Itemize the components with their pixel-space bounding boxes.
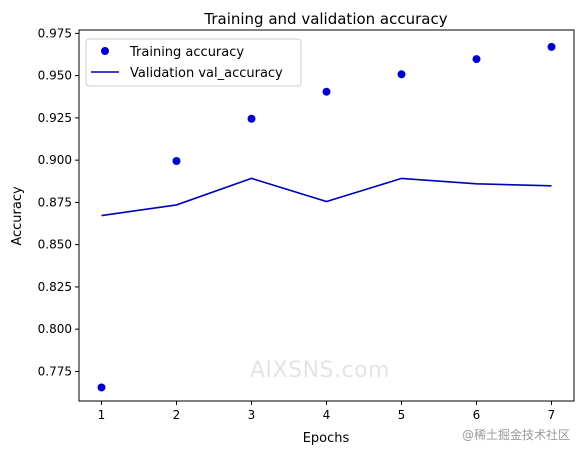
y-tick-label: 0.900 <box>38 153 72 167</box>
legend: Training accuracy Validation val_accurac… <box>85 38 302 87</box>
y-tick-label: 0.850 <box>38 238 72 252</box>
x-tick-label: 2 <box>173 408 181 422</box>
y-tick-label: 0.875 <box>38 195 72 209</box>
legend-box <box>85 38 302 87</box>
series-layer <box>97 42 556 392</box>
x-tick-label: 1 <box>98 408 106 422</box>
training-accuracy-point <box>172 156 181 165</box>
y-tick-label: 0.975 <box>38 26 72 40</box>
legend-label-training: Training accuracy <box>129 45 244 60</box>
x-tick-label: 5 <box>398 408 406 422</box>
x-tick-label: 3 <box>248 408 256 422</box>
legend-marker-training <box>101 47 109 55</box>
y-tick-label: 0.925 <box>38 111 72 125</box>
training-accuracy-point <box>397 70 406 79</box>
y-axis-label: Accuracy <box>10 186 25 246</box>
x-tick-label: 7 <box>548 408 556 422</box>
x-tick-label: 6 <box>473 408 481 422</box>
training-accuracy-point <box>247 114 256 123</box>
training-accuracy-point <box>322 87 331 96</box>
legend-label-validation: Validation val_accuracy <box>130 66 283 81</box>
y-tick-label: 0.775 <box>38 364 72 378</box>
x-axis-ticks: 1 2 3 4 5 6 7 <box>98 401 556 422</box>
chart-title: Training and validation accuracy <box>203 10 447 28</box>
y-tick-label: 0.950 <box>38 69 72 83</box>
training-accuracy-point <box>97 383 106 392</box>
x-tick-label: 4 <box>323 408 331 422</box>
y-tick-label: 0.800 <box>38 322 72 336</box>
training-accuracy-point <box>547 42 556 51</box>
watermark-text: AIXSNS.com <box>250 358 390 383</box>
y-tick-label: 0.825 <box>38 280 72 294</box>
training-accuracy-point <box>472 55 481 64</box>
credit-text: @稀土掘金技术社区 <box>461 428 570 442</box>
x-axis-label: Epochs <box>303 431 350 446</box>
validation-accuracy-line <box>101 177 552 217</box>
y-axis-ticks: 0.775 0.800 0.825 0.850 0.875 0.900 0.925 0.950… <box>38 26 79 378</box>
